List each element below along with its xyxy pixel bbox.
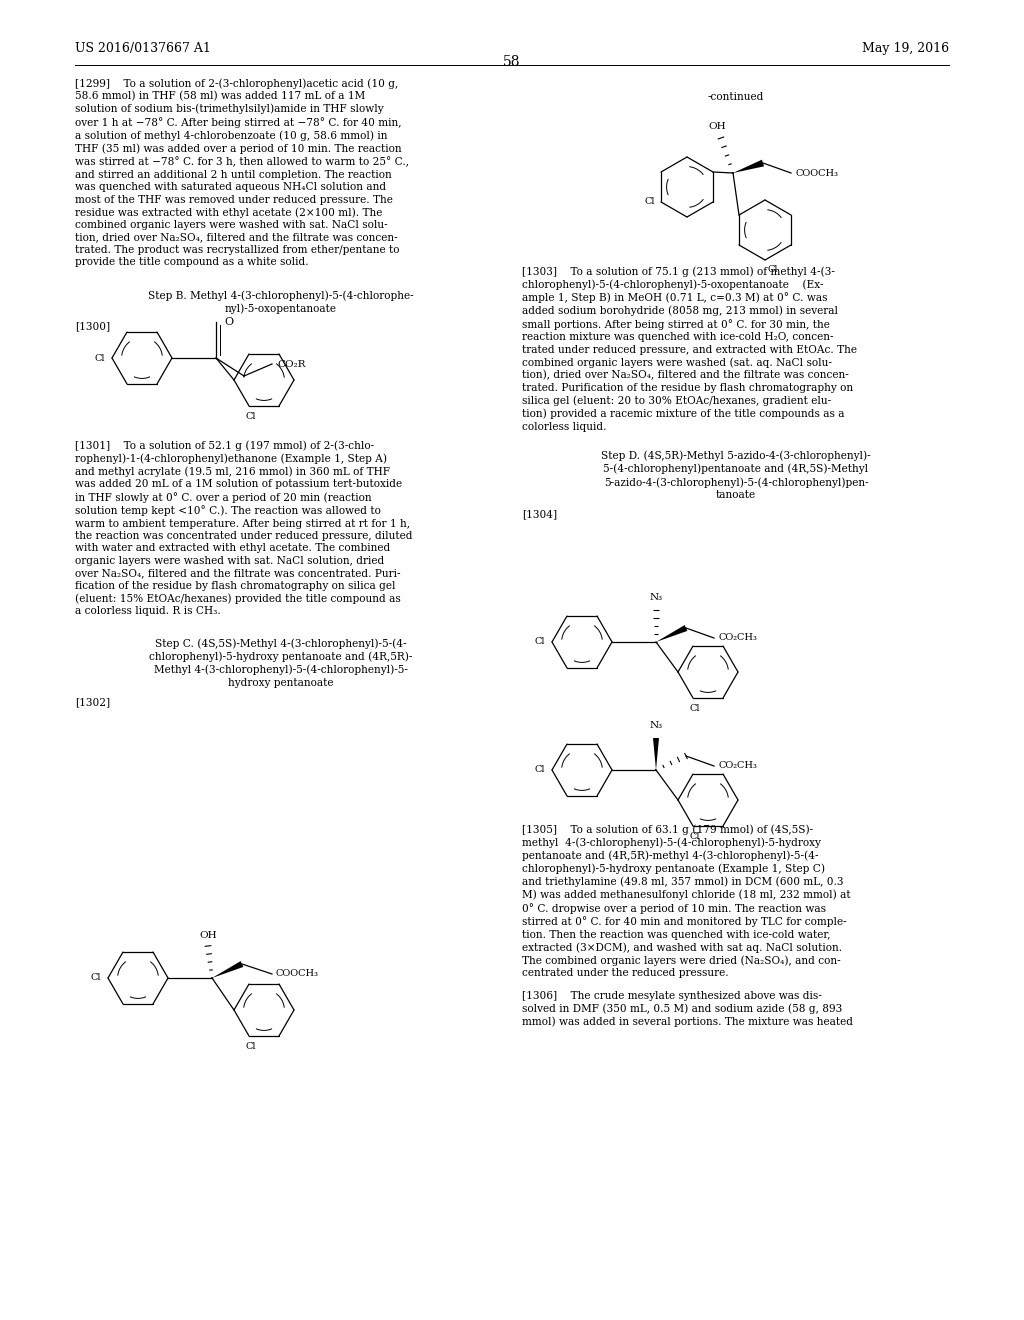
Text: Cl: Cl — [94, 354, 105, 363]
Text: Cl: Cl — [90, 974, 101, 982]
Text: O: O — [224, 317, 233, 327]
Text: Step D. (4S,5R)-Methyl 5-azido-4-(3-chlorophenyl)-
5-(4-chlorophenyl)pentanoate : Step D. (4S,5R)-Methyl 5-azido-4-(3-chlo… — [601, 451, 870, 500]
Text: Cl: Cl — [690, 704, 700, 713]
Text: CO₂R: CO₂R — [278, 359, 305, 368]
Text: Cl: Cl — [690, 832, 700, 841]
Text: OH: OH — [200, 931, 217, 940]
Text: Step B. Methyl 4-(3-chlorophenyl)-5-(4-chlorophe-
nyl)-5-oxopentanoate: Step B. Methyl 4-(3-chlorophenyl)-5-(4-c… — [148, 290, 414, 314]
Text: N₃: N₃ — [649, 721, 663, 730]
Text: OH: OH — [709, 121, 726, 131]
Text: -continued: -continued — [708, 92, 764, 102]
Text: Cl: Cl — [535, 638, 545, 647]
Text: [1305]    To a solution of 63.1 g (179 mmol) of (4S,5S)-
methyl  4-(3-chlorophen: [1305] To a solution of 63.1 g (179 mmol… — [522, 824, 851, 978]
Text: [1302]: [1302] — [75, 697, 111, 706]
Text: Cl: Cl — [246, 412, 256, 421]
Text: [1300]: [1300] — [75, 321, 111, 331]
Polygon shape — [656, 626, 687, 642]
Text: May 19, 2016: May 19, 2016 — [862, 42, 949, 55]
Text: CO₂CH₃: CO₂CH₃ — [718, 762, 757, 771]
Text: CO₂CH₃: CO₂CH₃ — [718, 634, 757, 643]
Text: Cl: Cl — [246, 1041, 256, 1051]
Text: Cl: Cl — [535, 766, 545, 775]
Text: Step C. (4S,5S)-Methyl 4-(3-chlorophenyl)-5-(4-
chlorophenyl)-5-hydroxy pentanoa: Step C. (4S,5S)-Methyl 4-(3-chlorophenyl… — [150, 639, 413, 688]
Text: 58: 58 — [503, 55, 521, 70]
Polygon shape — [733, 160, 764, 173]
Polygon shape — [212, 961, 244, 978]
Text: COOCH₃: COOCH₃ — [795, 169, 838, 177]
Text: [1306]    The crude mesylate synthesized above was dis-
solved in DMF (350 mL, 0: [1306] The crude mesylate synthesized ab… — [522, 991, 853, 1027]
Text: [1299]    To a solution of 2-(3-chlorophenyl)acetic acid (10 g,
58.6 mmol) in TH: [1299] To a solution of 2-(3-chloropheny… — [75, 78, 409, 268]
Text: N₃: N₃ — [649, 593, 663, 602]
Text: Cl: Cl — [644, 198, 655, 206]
Text: Cl: Cl — [768, 265, 778, 275]
Text: COOCH₃: COOCH₃ — [276, 969, 319, 978]
Text: [1303]    To a solution of 75.1 g (213 mmol) of methyl 4-(3-
chlorophenyl)-5-(4-: [1303] To a solution of 75.1 g (213 mmol… — [522, 267, 857, 432]
Polygon shape — [653, 738, 659, 770]
Text: US 2016/0137667 A1: US 2016/0137667 A1 — [75, 42, 211, 55]
Text: [1304]: [1304] — [522, 510, 557, 519]
Text: [1301]    To a solution of 52.1 g (197 mmol) of 2-(3-chlo-
rophenyl)-1-(4-chloro: [1301] To a solution of 52.1 g (197 mmol… — [75, 440, 413, 616]
